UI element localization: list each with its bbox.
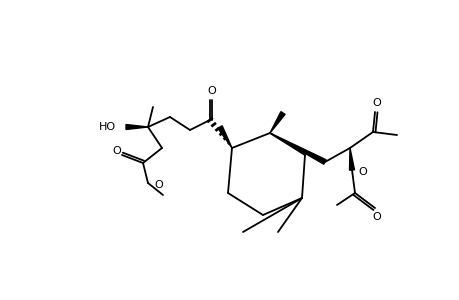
Text: O: O xyxy=(372,98,381,108)
Polygon shape xyxy=(269,112,285,133)
Text: HO: HO xyxy=(99,122,116,132)
Polygon shape xyxy=(269,133,325,164)
Polygon shape xyxy=(349,148,354,170)
Text: O: O xyxy=(154,180,162,190)
Text: O: O xyxy=(207,86,216,96)
Polygon shape xyxy=(126,124,148,130)
Text: O: O xyxy=(357,167,366,177)
Polygon shape xyxy=(218,126,231,148)
Text: O: O xyxy=(372,212,381,222)
Text: O: O xyxy=(112,146,121,156)
